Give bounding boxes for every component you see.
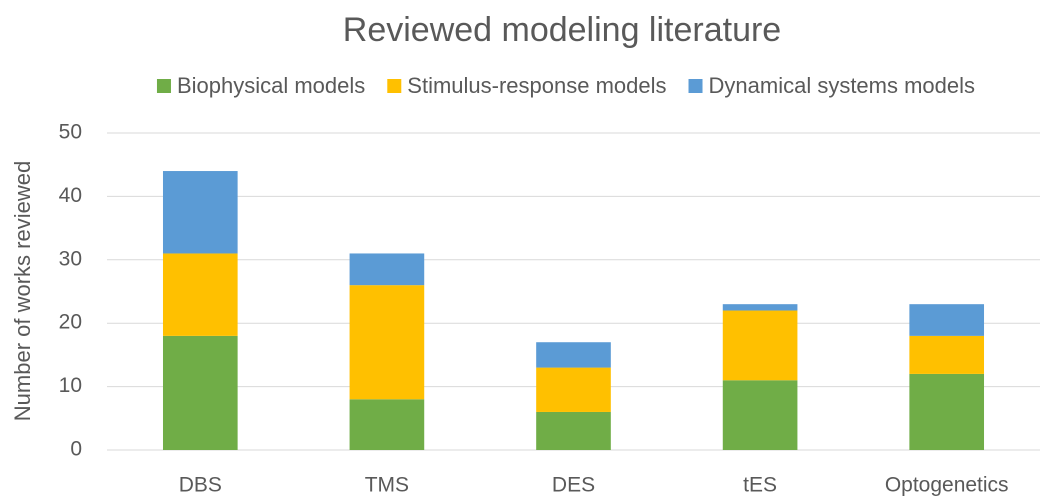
bar-segment [909,373,985,450]
legend-swatch [688,79,703,93]
legend-label: Stimulus-response models [407,73,666,98]
legend: Biophysical models Stimulus-response mode… [156,73,976,98]
bar-segment [349,399,425,450]
bar-segment [909,304,985,336]
bar-segment [162,335,238,450]
x-tick-label: TMS [365,474,409,497]
bar-segment [909,335,985,374]
x-tick-label: DBS [179,474,222,497]
bar-segment [536,411,611,450]
x-tick-label: tES [743,474,777,497]
y-tick-label: 50 [59,121,82,144]
y-axis-label: Number of works reviewed [10,161,35,421]
legend-swatch [387,79,402,93]
legend-label: Biophysical models [177,73,365,98]
legend-swatch [156,79,171,93]
legend-label: Dynamical systems models [709,73,976,98]
x-tick-label: Optogenetics [885,474,1009,497]
bar-segment [536,367,611,412]
bar-segment [722,304,798,311]
y-tick-label: 10 [59,374,82,397]
y-tick-label: 0 [70,438,82,461]
bar-segment [162,253,238,336]
chart-title: Reviewed modeling literature [343,11,781,49]
bar-segment [349,285,425,400]
y-tick-label: 30 [59,247,82,270]
y-tick-label: 40 [59,184,82,207]
bar-segment [162,171,238,254]
bar-segment [722,380,798,450]
y-tick-label: 20 [59,311,82,334]
x-tick-label: DES [552,474,595,497]
bar-segment [536,342,611,368]
bar-segment [722,310,798,381]
bar-segment [349,253,425,286]
